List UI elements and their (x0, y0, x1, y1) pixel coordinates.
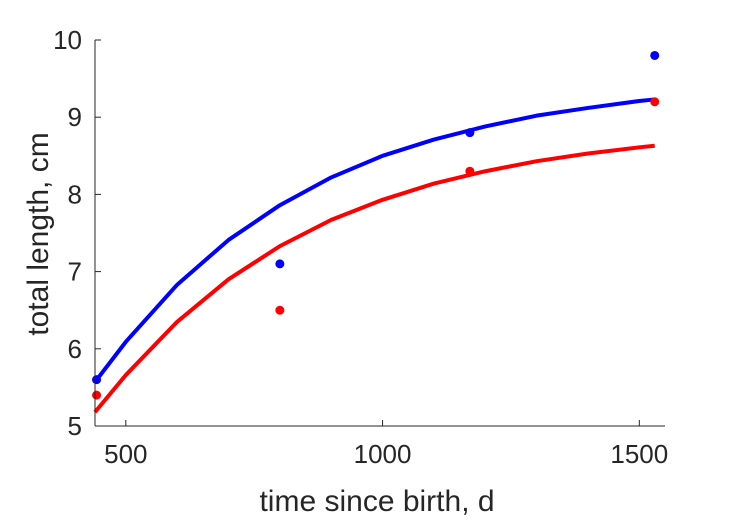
x-axis-title: time since birth, d (259, 485, 494, 518)
y-tick-label-5: 5 (68, 411, 82, 441)
blue-data-point (650, 50, 660, 60)
x-tick-label-1500: 1500 (610, 439, 668, 469)
blue-data-point (275, 259, 285, 269)
red-fit-curve (93, 143, 655, 414)
red-data-point (465, 166, 475, 176)
red-data-point (650, 97, 660, 107)
blue-data-point (465, 128, 475, 138)
x-tick-label-1000: 1000 (354, 439, 412, 469)
y-axis-title: total length, cm (22, 132, 55, 335)
y-tick-label-6: 6 (68, 334, 82, 364)
y-tick-label-7: 7 (68, 257, 82, 287)
axes (94, 39, 665, 427)
blue-data-point (92, 375, 102, 385)
red-data-point (92, 390, 102, 400)
tick-labels: 500 1000 1500 5 6 7 8 9 10 (53, 25, 668, 469)
red-data-point (275, 305, 285, 315)
x-tick-label-500: 500 (104, 439, 147, 469)
blue-fit-curve (93, 97, 655, 384)
y-tick-label-8: 8 (68, 179, 82, 209)
y-tick-label-10: 10 (53, 25, 82, 55)
plot-area (92, 50, 660, 414)
y-tick-label-9: 9 (68, 102, 82, 132)
